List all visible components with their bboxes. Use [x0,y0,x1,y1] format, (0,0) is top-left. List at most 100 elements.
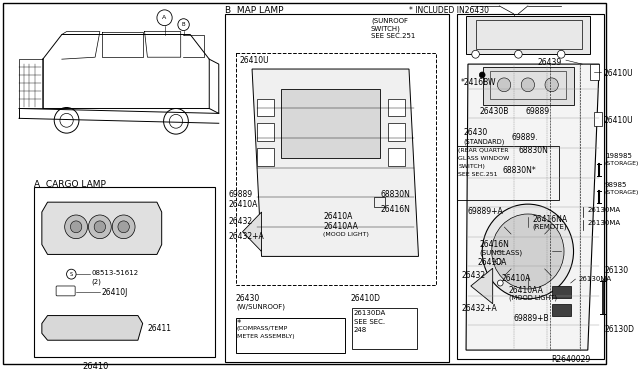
Text: 69889: 69889 [228,190,252,199]
Text: (SUNROOF
SWITCH)
SEE SEC.251: (SUNROOF SWITCH) SEE SEC.251 [371,18,415,39]
Text: 68830N: 68830N [518,146,548,155]
Circle shape [112,215,135,239]
Bar [225,14,449,362]
Text: 26432: 26432 [461,271,485,280]
Bar [552,304,571,315]
Text: 26410U: 26410U [604,116,634,125]
Text: 08513-51612: 08513-51612 [92,270,138,276]
Bar [388,99,405,116]
Text: 26410J: 26410J [102,288,128,297]
Text: 69889+B: 69889+B [514,314,549,323]
Bar [257,148,274,166]
Text: (COMPASS/TEMP: (COMPASS/TEMP [237,326,288,331]
Polygon shape [466,16,589,54]
Circle shape [118,221,129,233]
Text: 26430B: 26430B [479,106,509,115]
Bar [490,71,566,99]
Circle shape [67,269,76,279]
Circle shape [492,214,564,289]
Circle shape [515,50,522,58]
Polygon shape [466,64,599,350]
Circle shape [497,78,511,92]
Circle shape [545,78,558,92]
Bar [388,148,405,166]
Bar [552,286,571,298]
Text: (REMOTE): (REMOTE) [532,224,567,230]
Text: 26411: 26411 [147,324,172,333]
Text: 26410AA: 26410AA [509,286,544,295]
Text: 26130MA: 26130MA [588,220,621,226]
Bar [456,14,604,359]
Circle shape [472,50,479,58]
Text: 68830N: 68830N [380,190,410,199]
Bar [35,187,215,357]
Bar [280,89,380,158]
Text: B  MAP LAMP: B MAP LAMP [225,6,284,15]
Text: (2): (2) [92,278,101,285]
Text: A  CARGO LAMP: A CARGO LAMP [35,180,106,189]
Polygon shape [42,315,143,340]
Circle shape [70,221,82,233]
Text: 26410U: 26410U [604,69,634,78]
Bar [374,197,385,207]
Bar [236,318,345,353]
Bar [595,112,602,126]
Bar [476,20,582,49]
Text: 26439: 26439 [538,58,562,67]
Text: SEE SEC.251: SEE SEC.251 [458,171,498,177]
Text: 26416NA: 26416NA [532,215,568,224]
Text: 26410AA: 26410AA [323,222,358,231]
Text: 26130D: 26130D [605,326,635,334]
Bar [456,146,559,200]
Bar [257,123,274,141]
Circle shape [88,215,111,239]
Text: * INCLUDED IN26430: * INCLUDED IN26430 [409,6,489,15]
Text: 98985: 98985 [605,182,627,189]
Text: 26432+A: 26432+A [228,232,264,241]
Bar [257,99,274,116]
Polygon shape [243,212,262,251]
Text: (SUNGLASS): (SUNGLASS) [479,250,522,256]
Text: 26410A: 26410A [477,259,507,267]
Text: 26430: 26430 [236,294,260,303]
Polygon shape [42,202,162,254]
Text: (STORAGE): (STORAGE) [605,190,639,195]
Text: 26432+A: 26432+A [461,304,497,313]
Circle shape [479,72,485,78]
Text: 69889.: 69889. [512,133,538,142]
Text: 26416N: 26416N [479,240,509,248]
Text: (W/SUNROOF): (W/SUNROOF) [236,304,285,310]
Bar [388,123,405,141]
Circle shape [557,50,565,58]
FancyBboxPatch shape [56,286,75,296]
Circle shape [521,78,534,92]
Text: S: S [70,272,73,277]
Polygon shape [471,268,493,304]
Text: B: B [182,22,186,27]
Circle shape [495,259,501,264]
Text: 26130MA: 26130MA [588,207,621,213]
Circle shape [65,215,88,239]
Text: 26130: 26130 [605,266,629,275]
Text: SWITCH): SWITCH) [458,164,485,169]
Text: 26130DA: 26130DA [354,310,386,316]
Text: METER ASSEMBLY): METER ASSEMBLY) [237,334,294,339]
Bar [483,67,573,105]
Text: 69889: 69889 [525,106,549,115]
Text: A: A [163,15,166,20]
Text: 26432: 26432 [228,217,252,226]
Text: *: * [237,318,241,327]
Text: SEE SEC.: SEE SEC. [354,318,385,324]
Text: *2416BW: *2416BW [460,78,496,87]
Text: 26410A: 26410A [501,274,531,283]
Text: 26410A: 26410A [323,212,353,221]
Text: 26410: 26410 [82,362,108,371]
Text: 69889+A: 69889+A [468,207,504,216]
Text: (STORAGE): (STORAGE) [605,161,639,166]
Text: 26410A: 26410A [228,200,258,209]
Text: 26416N: 26416N [380,205,410,214]
Bar [589,64,599,80]
Circle shape [497,280,503,286]
Circle shape [482,204,573,299]
Text: 248: 248 [354,327,367,333]
